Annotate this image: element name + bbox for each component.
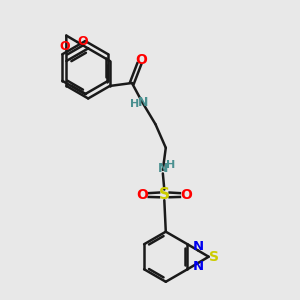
Text: O: O — [60, 40, 70, 53]
Text: H: H — [167, 160, 176, 170]
Text: O: O — [77, 35, 88, 49]
Text: O: O — [135, 53, 147, 67]
Text: S: S — [159, 188, 170, 202]
Text: N: N — [193, 260, 204, 273]
Text: H: H — [130, 99, 140, 109]
Text: N: N — [193, 240, 204, 254]
Text: N: N — [158, 162, 168, 175]
Text: S: S — [209, 250, 219, 264]
Text: N: N — [138, 96, 148, 109]
Text: O: O — [181, 188, 192, 202]
Text: O: O — [136, 188, 148, 202]
